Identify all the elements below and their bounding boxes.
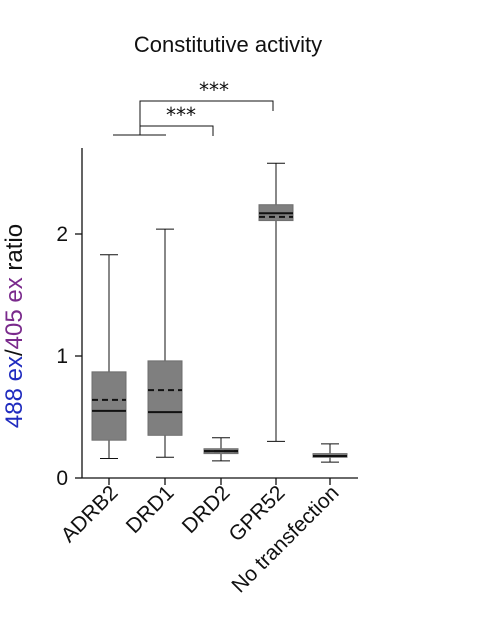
sig-label-gpr52: *** [199,78,229,102]
sig-bracket-gpr52 [139,100,274,126]
box-iqr [147,360,183,436]
y-axis-label-part: 488 ex [1,356,28,428]
x-category-label: DRD1 [122,481,179,538]
y-axis-label-part: / [1,349,28,356]
sig-label-drd2: *** [166,103,196,127]
box-drd1 [147,228,183,458]
y-axis-label-part: 405 ex [1,277,28,349]
box-adrb2 [91,254,127,459]
y-tick-label: 0 [56,467,68,490]
x-category-label: ADRB2 [57,481,123,547]
box-gpr52 [258,162,294,442]
y-axis-label-part: ratio [1,224,28,277]
chart-title: Constitutive activity [134,32,322,57]
box-drd2 [203,437,239,462]
y-tick-label: 1 [56,345,68,368]
box-no-transfection [312,443,348,463]
box-iqr [91,371,127,441]
sig-bracket-drd2 [139,125,214,136]
y-axis-label: 488 ex/405 ex ratio [1,224,28,428]
y-tick-label: 2 [56,223,68,246]
